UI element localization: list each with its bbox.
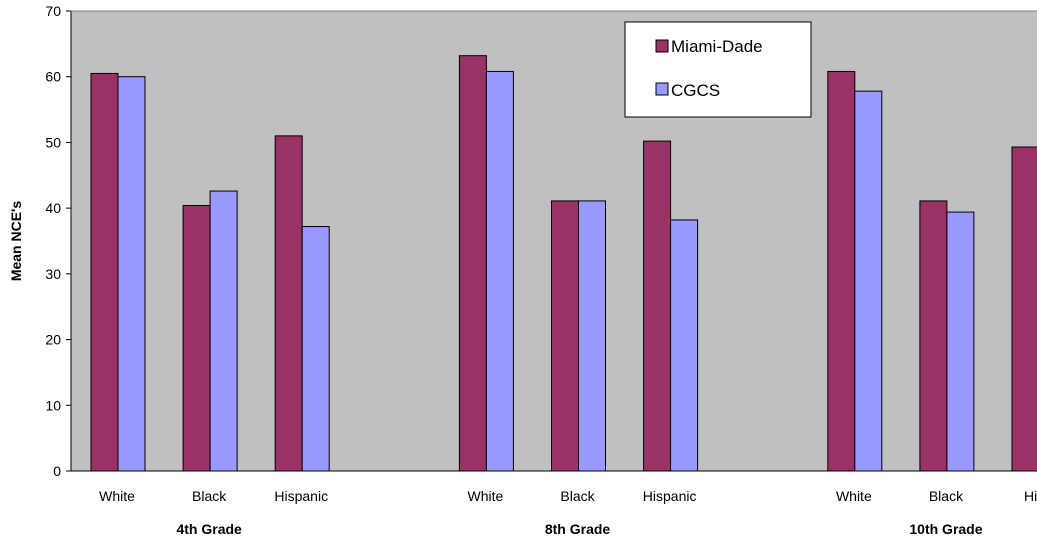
bar-miami-dade-4th-grade-hispanic	[274, 135, 303, 471]
legend-swatch-miami-dade	[655, 39, 669, 53]
bar-miami-dade-4th-grade-black	[182, 205, 211, 471]
bar-cgcs-4th-grade-black	[209, 190, 238, 471]
x-group-label: 8th Grade	[545, 521, 611, 537]
bar-miami-dade-8th-grade-white	[458, 55, 487, 471]
bar-miami-dade-8th-grade-hispanic	[643, 140, 672, 471]
x-group-label: 10th Grade	[909, 521, 982, 537]
bar-miami-dade-10th-grade-hisp	[1011, 146, 1037, 471]
y-axis-title: Mean NCE's	[8, 201, 24, 282]
bar-cgcs-8th-grade-white	[485, 70, 514, 471]
y-tick-label: 0	[53, 463, 61, 479]
x-category-label: White	[836, 488, 872, 504]
bar-cgcs-4th-grade-white	[117, 76, 146, 471]
legend: Miami-Dade CGCS	[624, 21, 812, 118]
legend-label-miami-dade: Miami-Dade	[671, 37, 763, 56]
x-category-label: Black	[192, 488, 227, 504]
bar-cgcs-10th-grade-white	[854, 90, 883, 471]
x-category-label: Black	[560, 488, 595, 504]
x-category-label: Hispanic	[274, 488, 328, 504]
legend-label-cgcs: CGCS	[671, 81, 720, 100]
x-category-label: White	[468, 488, 504, 504]
bar-miami-dade-8th-grade-black	[551, 200, 579, 471]
x-category-label: Black	[929, 488, 964, 504]
x-category-label: White	[99, 488, 135, 504]
bar-miami-dade-10th-grade-white	[827, 70, 856, 471]
bar-miami-dade-4th-grade-white	[90, 72, 119, 471]
bar-cgcs-8th-grade-hispanic	[670, 219, 699, 471]
x-category-label: Hispanic	[643, 488, 697, 504]
y-tick-label: 60	[45, 69, 61, 85]
bar-cgcs-8th-grade-black	[578, 200, 606, 471]
y-tick-label: 40	[45, 200, 61, 216]
bar-cgcs-4th-grade-hispanic	[301, 226, 330, 471]
legend-box	[624, 21, 812, 118]
y-tick-label: 70	[45, 3, 61, 19]
x-category-label: Hisp	[1024, 488, 1037, 504]
y-tick-label: 50	[45, 134, 61, 150]
y-tick-label: 10	[45, 397, 61, 413]
x-group-label: 4th Grade	[176, 521, 242, 537]
bar-miami-dade-10th-grade-black	[919, 200, 948, 471]
legend-swatch-cgcs	[655, 82, 669, 96]
y-tick-label: 20	[45, 332, 61, 348]
bar-cgcs-10th-grade-black	[946, 211, 975, 471]
y-tick-label: 30	[45, 266, 61, 282]
